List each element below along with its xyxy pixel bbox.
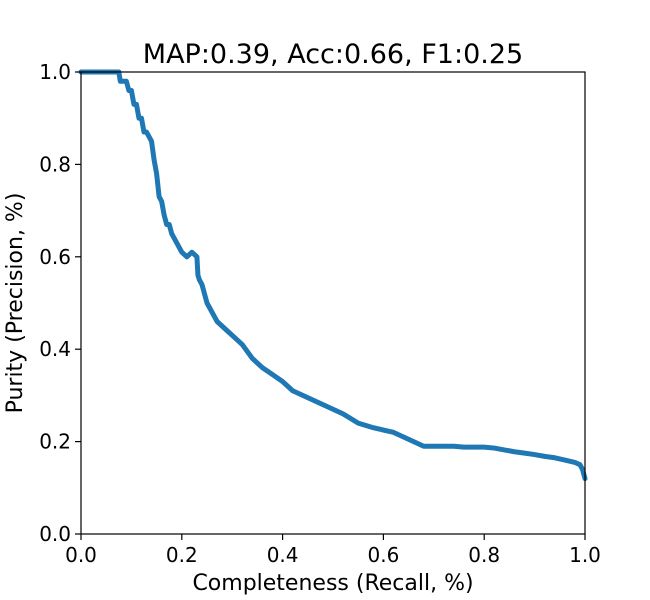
x-tick-label: 0.0 (65, 543, 97, 567)
x-axis-ticks: 0.0 0.2 0.4 0.6 0.8 1.0 (65, 534, 601, 567)
x-tick-label: 0.2 (166, 543, 198, 567)
y-tick-label: 1.0 (39, 60, 71, 84)
x-tick-label: 0.4 (267, 543, 299, 567)
y-axis-label: Purity (Precision, %) (3, 193, 28, 414)
y-tick-label: 0.8 (39, 152, 71, 176)
y-axis-ticks: 0.0 0.2 0.4 0.6 0.8 1.0 (39, 60, 81, 546)
pr-curve-series-0 (78, 69, 588, 482)
y-tick-label: 0.2 (39, 430, 71, 454)
series-layer (78, 69, 588, 482)
y-tick-label: 0.6 (39, 245, 71, 269)
chart-title: MAP:0.39, Acc:0.66, F1:0.25 (143, 39, 523, 70)
x-tick-label: 0.8 (468, 543, 500, 567)
x-tick-label: 1.0 (569, 543, 601, 567)
x-axis-label: Completeness (Recall, %) (192, 571, 473, 596)
x-tick-label: 0.6 (367, 543, 399, 567)
plot-frame (80, 71, 586, 535)
y-tick-label: 0.4 (39, 337, 71, 361)
y-tick-label: 0.0 (39, 522, 71, 546)
